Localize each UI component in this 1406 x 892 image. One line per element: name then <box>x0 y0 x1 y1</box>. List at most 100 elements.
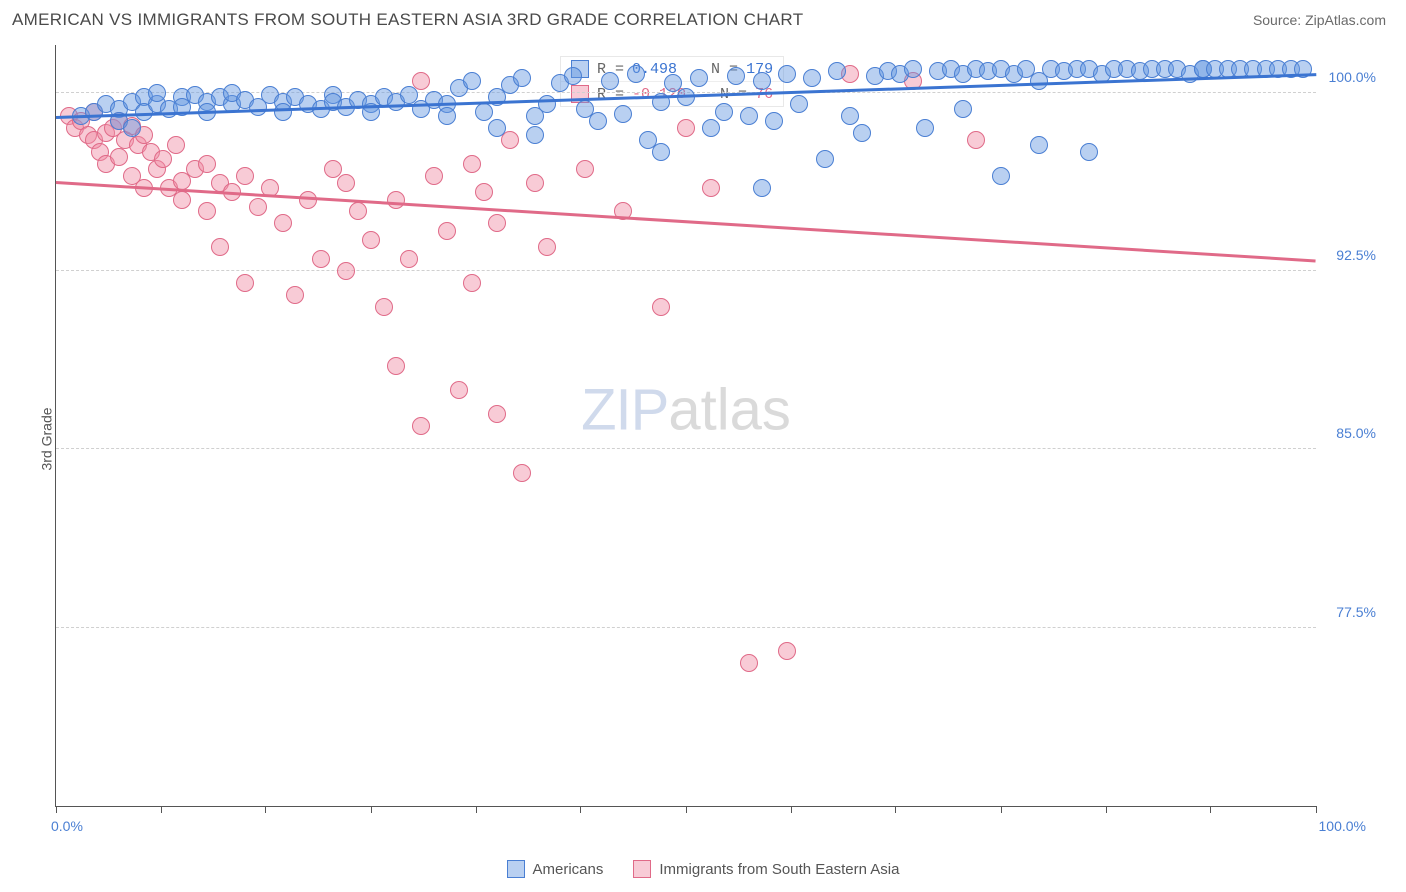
scatter-point <box>362 231 380 249</box>
scatter-point <box>249 198 267 216</box>
xtick <box>686 806 687 813</box>
scatter-point <box>211 238 229 256</box>
scatter-point <box>463 274 481 292</box>
scatter-point <box>488 119 506 137</box>
xtick <box>476 806 477 813</box>
scatter-point <box>538 238 556 256</box>
xtick <box>371 806 372 813</box>
scatter-point <box>803 69 821 87</box>
scatter-point <box>198 155 216 173</box>
legend-item-blue: Americans <box>507 860 604 878</box>
x-axis-start: 0.0% <box>51 818 83 834</box>
xtick <box>1210 806 1211 813</box>
scatter-point <box>740 654 758 672</box>
xtick <box>791 806 792 813</box>
xtick <box>1001 806 1002 813</box>
legend-swatch-blue <box>507 860 525 878</box>
ytick-label: 77.5% <box>1336 604 1376 620</box>
scatter-point <box>463 72 481 90</box>
scatter-point <box>400 250 418 268</box>
scatter-point <box>778 65 796 83</box>
chart-header: AMERICAN VS IMMIGRANTS FROM SOUTH EASTER… <box>0 0 1406 38</box>
xtick <box>1106 806 1107 813</box>
scatter-point <box>816 150 834 168</box>
legend-label-blue: Americans <box>533 861 604 878</box>
scatter-point <box>702 119 720 137</box>
scatter-point <box>652 298 670 316</box>
scatter-point <box>576 160 594 178</box>
scatter-point <box>715 103 733 121</box>
scatter-point <box>677 88 695 106</box>
scatter-point <box>992 167 1010 185</box>
xtick <box>1316 806 1317 813</box>
x-axis-end: 100.0% <box>1319 818 1366 834</box>
scatter-point <box>167 136 185 154</box>
scatter-point <box>286 286 304 304</box>
scatter-point <box>387 357 405 375</box>
scatter-point <box>677 119 695 137</box>
chart-source: Source: ZipAtlas.com <box>1253 12 1386 28</box>
xtick <box>580 806 581 813</box>
scatter-point <box>916 119 934 137</box>
scatter-point <box>765 112 783 130</box>
scatter-point <box>110 148 128 166</box>
legend-item-pink: Immigrants from South Eastern Asia <box>633 860 899 878</box>
scatter-point <box>425 167 443 185</box>
ytick-label: 85.0% <box>1336 425 1376 441</box>
scatter-point <box>123 119 141 137</box>
trend-line <box>56 181 1316 262</box>
scatter-point <box>513 69 531 87</box>
watermark: ZIPatlas <box>581 377 791 444</box>
scatter-point <box>753 179 771 197</box>
scatter-point <box>198 202 216 220</box>
scatter-point <box>778 642 796 660</box>
scatter-point <box>450 381 468 399</box>
scatter-point <box>274 103 292 121</box>
scatter-point <box>488 405 506 423</box>
legend-swatch-pink <box>633 860 651 878</box>
gridline <box>56 627 1316 628</box>
scatter-point <box>564 67 582 85</box>
xtick <box>56 806 57 813</box>
scatter-point <box>627 65 645 83</box>
scatter-point <box>1030 136 1048 154</box>
scatter-point <box>589 112 607 130</box>
scatter-point <box>1080 143 1098 161</box>
chart-title: AMERICAN VS IMMIGRANTS FROM SOUTH EASTER… <box>12 10 803 30</box>
xtick <box>161 806 162 813</box>
watermark-zip: ZIP <box>581 378 668 443</box>
ytick-label: 92.5% <box>1336 247 1376 263</box>
scatter-point <box>236 167 254 185</box>
scatter-point <box>412 417 430 435</box>
scatter-point <box>236 274 254 292</box>
scatter-point <box>853 124 871 142</box>
scatter-point <box>601 72 619 90</box>
scatter-point <box>740 107 758 125</box>
scatter-point <box>904 60 922 78</box>
gridline <box>56 270 1316 271</box>
scatter-point <box>513 464 531 482</box>
bottom-legend: Americans Immigrants from South Eastern … <box>0 860 1406 878</box>
ytick-label: 100.0% <box>1329 69 1376 85</box>
scatter-point <box>337 174 355 192</box>
xtick <box>895 806 896 813</box>
scatter-point <box>614 105 632 123</box>
scatter-point <box>274 214 292 232</box>
y-axis-label: 3rd Grade <box>39 407 55 470</box>
scatter-point <box>652 143 670 161</box>
scatter-point <box>841 107 859 125</box>
scatter-point <box>438 107 456 125</box>
scatter-point <box>387 191 405 209</box>
scatter-point <box>526 174 544 192</box>
scatter-point <box>148 84 166 102</box>
scatter-point <box>375 298 393 316</box>
scatter-point <box>438 222 456 240</box>
scatter-point <box>154 150 172 168</box>
scatter-point <box>337 262 355 280</box>
xtick <box>265 806 266 813</box>
plot-area: ZIPatlas R = 0.498 N = 179 R = -0.120 N … <box>55 45 1316 807</box>
scatter-point <box>727 67 745 85</box>
scatter-point <box>412 72 430 90</box>
scatter-point <box>173 191 191 209</box>
chart-area: 3rd Grade ZIPatlas R = 0.498 N = 179 R =… <box>55 45 1381 832</box>
